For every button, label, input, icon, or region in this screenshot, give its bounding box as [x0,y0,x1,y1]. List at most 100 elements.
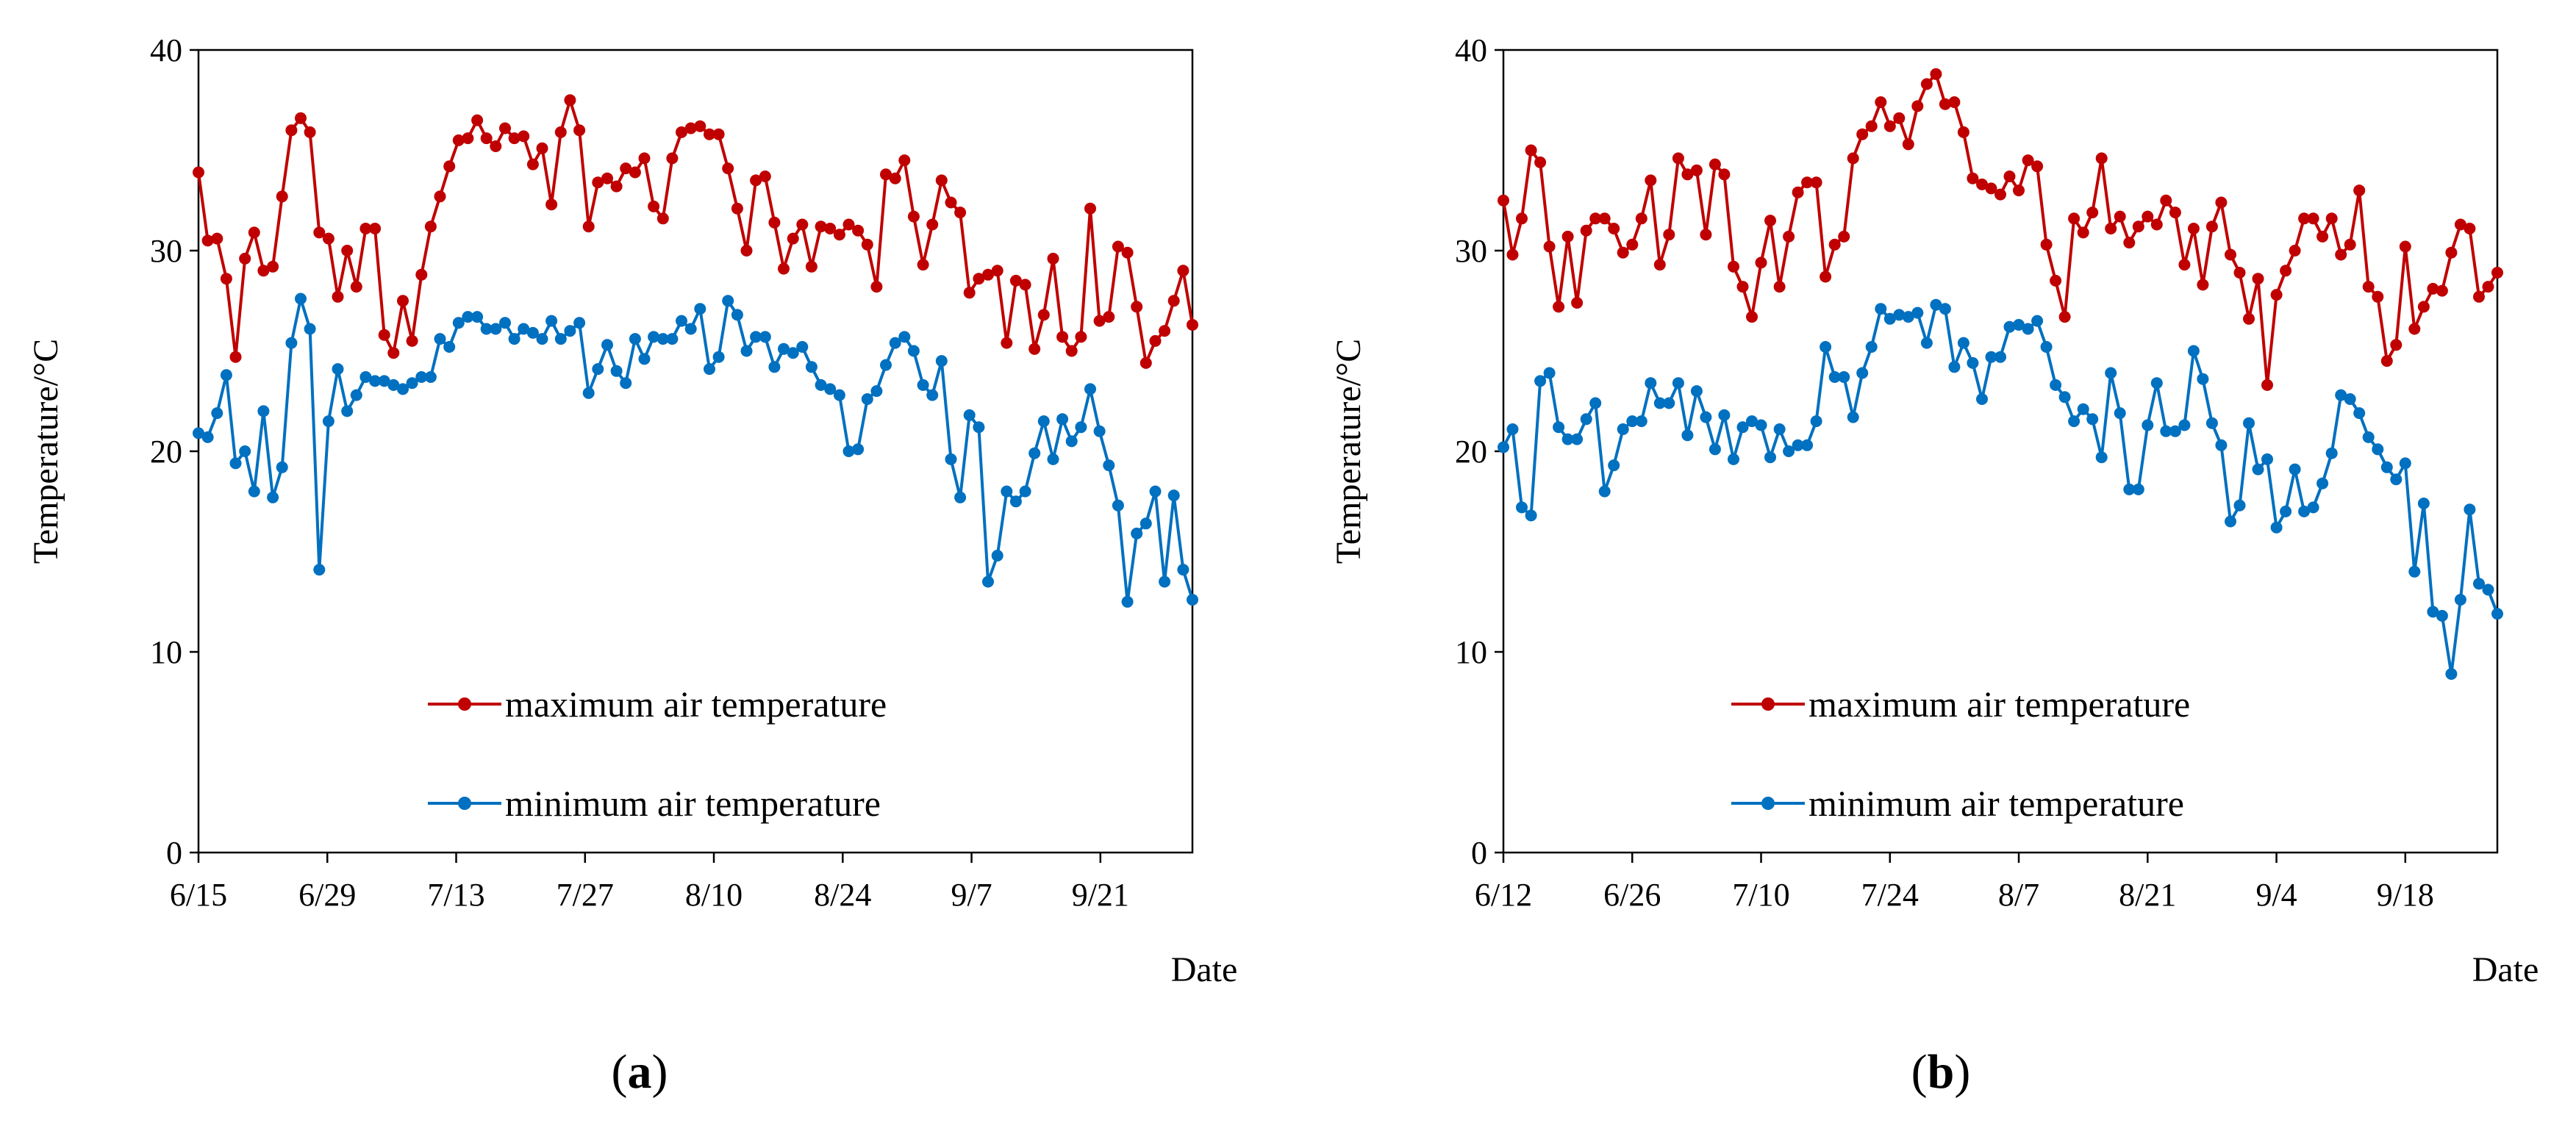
data-point [2243,312,2255,325]
data-point [248,485,260,498]
x-tick-label: 6/15 [170,877,227,913]
chart-panel-a: 0 10 20 30 40 6/15 6/29 7/13 7/27 8/10 8/24 9/7 9/21… [26,32,1237,1099]
data-point [684,122,697,134]
data-point [1177,564,1189,576]
x-axis-title: Date [2472,950,2539,989]
data-point [1718,409,1731,421]
x-tick-label: 7/13 [427,877,484,913]
data-point [805,260,817,273]
data-point [815,220,827,233]
data-point [759,171,771,182]
data-point [973,273,985,285]
data-point [1001,337,1013,349]
data-point [490,323,502,335]
x-tick-label: 9/21 [1072,877,1129,913]
data-point [2482,584,2494,596]
plot-frame [197,49,1194,854]
series-line [1502,72,2499,387]
data-point [1019,279,1031,291]
legend-marker [1761,797,1775,810]
data-point [452,317,465,329]
data-point [2353,407,2366,420]
data-point [1746,415,1758,428]
data-point [1065,345,1078,357]
data-point [1783,445,1795,457]
data-point [638,353,651,365]
data-point [2187,345,2200,357]
data-point [462,132,474,145]
data-point [1525,509,1537,522]
data-point [601,339,613,351]
data-point [239,445,251,457]
data-point [2123,483,2136,495]
data-point [768,216,781,229]
data-point [2408,323,2421,335]
data-point [1820,341,1832,353]
data-point [536,333,548,345]
data-point [1948,361,1961,373]
data-point [452,134,465,146]
data-point [694,303,706,315]
data-point [917,378,929,391]
data-point [322,232,334,245]
data-point [2316,230,2329,243]
data-point [387,347,400,359]
data-point [1047,453,1059,465]
data-point [1561,433,1574,445]
series-max [1498,68,2503,391]
data-point [1009,495,1022,508]
data-point [2142,419,2154,431]
data-point [1553,301,1565,313]
data-point [1037,415,1050,428]
data-point [2077,403,2089,415]
data-point [796,341,809,353]
data-point [508,333,520,345]
data-point [1084,383,1096,395]
data-point [2473,290,2485,303]
data-point [2289,463,2301,476]
data-point [1920,337,1933,349]
data-point [1792,439,1804,451]
data-point [1967,356,1979,369]
chart-panel-b: 0 10 20 30 40 6/12 6/26 7/10 7/24 8/7 8/21 9/4 9/18 T… [1329,32,2539,1099]
data-point [917,259,929,271]
data-point [415,268,428,281]
data-point [750,174,762,187]
data-point [1801,439,1814,451]
data-point [480,323,493,335]
data-point [1764,215,1776,227]
data-point [704,128,715,140]
data-point [1635,415,1647,428]
data-point [1801,176,1814,189]
data-point [2436,609,2448,622]
data-point [1828,238,1841,251]
data-point [341,245,354,256]
data-point [2150,218,2163,231]
x-tick-label: 7/24 [1861,877,1919,913]
x-tick-label: 7/10 [1732,877,1789,913]
x-axis-title: Date [1171,950,1238,989]
data-point [2013,184,2025,197]
data-point [1571,433,1584,445]
y-tick-label: 30 [1455,233,1487,269]
data-point [1037,309,1050,321]
x-tick-label: 6/26 [1603,877,1661,913]
data-point [852,224,865,237]
data-point [2372,290,2384,303]
data-point [2123,237,2136,249]
data-point [1865,341,1878,353]
data-point [592,363,604,376]
data-point [1084,202,1096,215]
data-point [201,234,214,247]
data-point [926,218,939,231]
data-point [1976,393,1988,405]
data-point [397,295,409,307]
data-point [1893,309,1906,321]
data-point [1875,96,1887,108]
data-point [313,564,326,576]
data-point [2095,451,2108,464]
data-point [1902,138,1914,151]
data-point [518,323,530,335]
data-point [759,331,771,343]
data-point [2335,389,2347,401]
